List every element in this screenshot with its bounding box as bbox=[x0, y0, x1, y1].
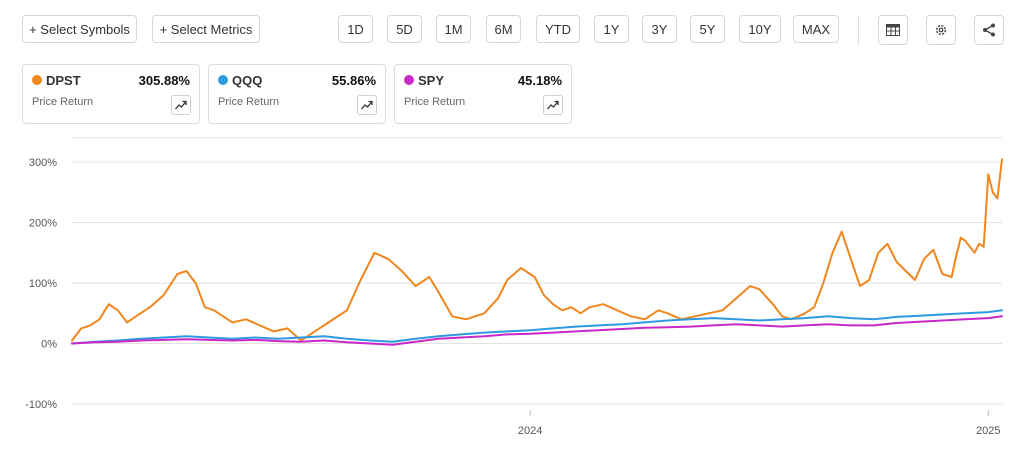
range-ytd-button[interactable]: YTD bbox=[536, 15, 580, 43]
series-card-spy[interactable]: SPY 45.18% Price Return bbox=[394, 64, 572, 124]
range-5y-button[interactable]: 5Y bbox=[690, 15, 725, 43]
range-5d-button[interactable]: 5D bbox=[387, 15, 422, 43]
series-line-dpst[interactable] bbox=[71, 158, 1003, 342]
series-metric-label: Price Return bbox=[218, 96, 280, 108]
y-tick-label: 0% bbox=[41, 339, 57, 351]
series-card-dpst[interactable]: DPST 305.88% Price Return bbox=[22, 64, 200, 124]
y-tick-label: 100% bbox=[29, 278, 57, 290]
gear-icon bbox=[935, 24, 947, 36]
range-1y-button[interactable]: 1Y bbox=[594, 15, 629, 43]
range-1m-button[interactable]: 1M bbox=[436, 15, 471, 43]
trend-icon bbox=[547, 100, 559, 110]
y-tick-label: 200% bbox=[29, 218, 57, 230]
share-icon bbox=[983, 23, 995, 37]
series-line-qqq[interactable] bbox=[71, 309, 1003, 345]
y-tick-label: -100% bbox=[25, 399, 57, 411]
table-view-button[interactable] bbox=[878, 15, 908, 45]
series-line-spy[interactable] bbox=[71, 315, 1003, 346]
series-color-dot bbox=[218, 75, 228, 85]
series-color-dot bbox=[404, 75, 414, 85]
series-metric-label: Price Return bbox=[404, 96, 466, 108]
toolbar-divider bbox=[858, 15, 859, 45]
price-return-chart[interactable]: 300% 200% 100% 0% -100% 2024 2025 bbox=[0, 130, 1024, 464]
range-10y-button[interactable]: 10Y bbox=[739, 15, 781, 43]
select-metrics-button[interactable]: + Select Metrics bbox=[152, 15, 260, 43]
trend-icon bbox=[361, 100, 373, 110]
range-max-button[interactable]: MAX bbox=[793, 15, 839, 43]
series-symbol: QQQ bbox=[232, 73, 263, 88]
table-icon bbox=[886, 24, 900, 36]
share-button[interactable] bbox=[974, 15, 1004, 45]
x-tick-label: 2024 bbox=[518, 425, 542, 437]
range-3y-button[interactable]: 3Y bbox=[642, 15, 677, 43]
series-symbol: DPST bbox=[46, 73, 81, 88]
trend-icon bbox=[175, 100, 187, 110]
trend-button[interactable] bbox=[357, 95, 377, 115]
series-color-dot bbox=[32, 75, 42, 85]
y-tick-label: 300% bbox=[29, 157, 57, 169]
series-return-value: 305.88% bbox=[138, 73, 190, 88]
series-card-qqq[interactable]: QQQ 55.86% Price Return bbox=[208, 64, 386, 124]
x-tick-label: 2025 bbox=[976, 425, 1000, 437]
series-symbol: SPY bbox=[418, 73, 445, 88]
settings-button[interactable] bbox=[926, 15, 956, 45]
series-metric-label: Price Return bbox=[32, 96, 94, 108]
trend-button[interactable] bbox=[543, 95, 563, 115]
range-1d-button[interactable]: 1D bbox=[338, 15, 373, 43]
trend-button[interactable] bbox=[171, 95, 191, 115]
range-6m-button[interactable]: 6M bbox=[486, 15, 521, 43]
select-symbols-button[interactable]: + Select Symbols bbox=[22, 15, 137, 43]
series-return-value: 55.86% bbox=[331, 73, 376, 88]
series-return-value: 45.18% bbox=[517, 73, 562, 88]
